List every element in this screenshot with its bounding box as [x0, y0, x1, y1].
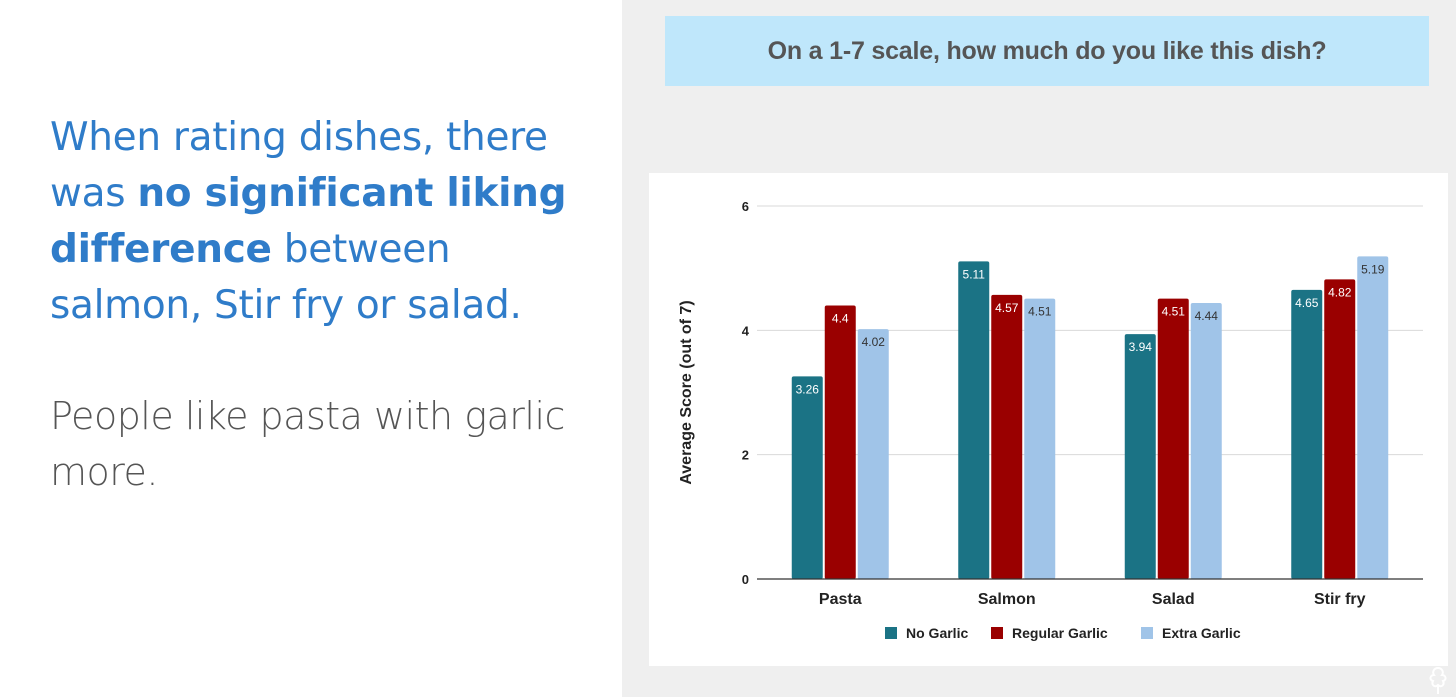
bar — [1124, 334, 1156, 579]
y-tick-label: 2 — [742, 448, 749, 463]
bar — [1357, 256, 1389, 579]
x-tick-label: Pasta — [819, 591, 862, 608]
bar — [791, 376, 823, 579]
legend-swatch — [885, 627, 897, 639]
x-tick-label: Salmon — [978, 591, 1036, 608]
bar — [857, 329, 889, 579]
bar — [1324, 279, 1356, 579]
legend-label: Regular Garlic — [1012, 625, 1108, 641]
flower-icon — [1429, 666, 1447, 694]
data-label: 5.19 — [1361, 262, 1385, 276]
legend-swatch — [1141, 627, 1153, 639]
data-label: 4.51 — [1162, 305, 1186, 319]
data-label: 4.51 — [1028, 305, 1052, 319]
text-panel: When rating dishes, there was no signifi… — [0, 0, 622, 697]
headline-text-end: between salmon, Stir fry or salad. — [50, 227, 522, 328]
headline-emphasis: no significant liking difference — [50, 171, 567, 272]
y-axis-title: Average Score (out of 7) — [678, 300, 695, 484]
data-label: 3.26 — [796, 382, 820, 396]
question-text: On a 1-7 scale, how much do you like thi… — [767, 36, 1327, 65]
legend-label: Extra Garlic — [1162, 625, 1241, 641]
bar — [1190, 302, 1222, 579]
legend-swatch — [991, 627, 1003, 639]
y-tick-label: 4 — [742, 323, 750, 338]
data-label: 4.02 — [862, 335, 886, 349]
subline: People like pasta with garlic more. — [50, 394, 565, 494]
legend-label: No Garlic — [906, 625, 968, 641]
data-label: 5.11 — [963, 267, 986, 281]
question-banner: On a 1-7 scale, how much do you like thi… — [665, 16, 1429, 86]
bar — [824, 305, 856, 579]
data-label: 4.82 — [1328, 285, 1352, 299]
bar — [958, 261, 990, 579]
bar-chart: 0 2 4 6 Average Score (out of 7) 3.26 4.4 4.02 P… — [678, 199, 1423, 641]
data-label: 3.94 — [1129, 340, 1153, 354]
y-tick-label: 6 — [742, 199, 749, 214]
chart-card: 0 2 4 6 Average Score (out of 7) 3.26 4.4 4.02 P… — [649, 173, 1448, 666]
headline-text: When rating dishes, there was — [50, 115, 548, 216]
headline: When rating dishes, there was no signifi… — [50, 110, 590, 334]
bar — [991, 294, 1023, 579]
y-tick-label: 0 — [742, 572, 749, 587]
bar — [1157, 298, 1189, 579]
bar — [1024, 298, 1056, 579]
data-label: 4.65 — [1295, 296, 1319, 310]
data-label: 4.44 — [1195, 309, 1219, 323]
data-label: 4.57 — [995, 301, 1019, 315]
bar — [1291, 289, 1323, 579]
x-tick-label: Salad — [1152, 591, 1195, 608]
data-label: 4.4 — [832, 311, 849, 325]
x-tick-label: Stir fry — [1314, 591, 1366, 608]
